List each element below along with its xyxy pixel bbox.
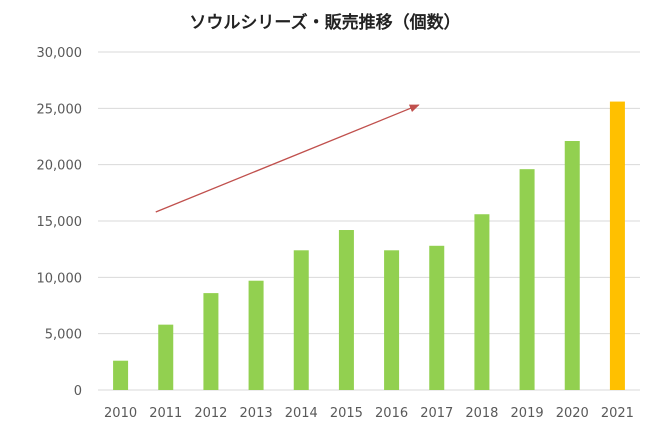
y-tick-label: 20,000 xyxy=(37,159,83,174)
y-tick-label: 5,000 xyxy=(45,328,82,343)
x-tick-label: 2015 xyxy=(330,406,363,421)
bar xyxy=(564,141,580,390)
x-tick-label: 2013 xyxy=(240,406,273,421)
x-tick-label: 2011 xyxy=(149,406,182,421)
y-tick-label: 0 xyxy=(74,384,82,399)
y-tick-label: 25,000 xyxy=(37,102,83,117)
bar xyxy=(609,101,625,390)
x-tick-label: 2021 xyxy=(601,406,634,421)
x-tick-label: 2010 xyxy=(104,406,137,421)
x-tick-label: 2019 xyxy=(511,406,544,421)
bar xyxy=(474,214,490,390)
y-tick-label: 10,000 xyxy=(37,271,83,286)
bar xyxy=(248,280,264,390)
x-tick-label: 2012 xyxy=(194,406,227,421)
x-tick-label: 2020 xyxy=(556,406,589,421)
chart-title: ソウルシリーズ・販売推移（個数） xyxy=(189,13,461,33)
x-tick-label: 2014 xyxy=(285,406,318,421)
bar xyxy=(384,250,400,390)
bar xyxy=(113,360,129,390)
y-tick-label: 30,000 xyxy=(37,46,83,61)
bar xyxy=(293,250,309,390)
bar xyxy=(519,169,535,390)
bar xyxy=(429,245,445,390)
bar xyxy=(158,324,174,390)
x-tick-label: 2018 xyxy=(465,406,498,421)
x-tick-label: 2017 xyxy=(420,406,453,421)
x-tick-label: 2016 xyxy=(375,406,408,421)
bar xyxy=(203,293,219,390)
bar xyxy=(338,230,354,390)
trend-arrow xyxy=(155,104,420,213)
y-tick-label: 15,000 xyxy=(37,215,83,230)
